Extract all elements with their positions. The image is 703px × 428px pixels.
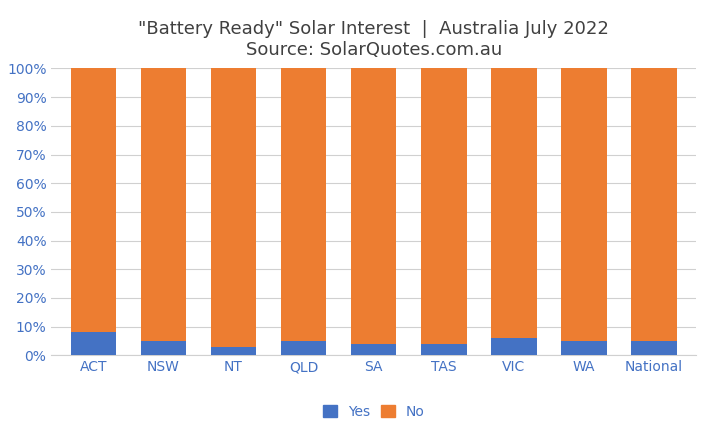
Bar [280,341,326,355]
Legend: Yes, No: Yes, No [317,399,430,425]
Bar [280,68,326,341]
Bar [561,68,607,341]
Bar [141,68,186,341]
Bar [491,338,536,355]
Bar [491,68,536,338]
Bar [421,68,467,344]
Bar [351,344,396,355]
Bar [351,68,396,344]
Bar [211,347,257,355]
Bar [141,341,186,355]
Bar [631,68,677,341]
Bar [211,68,257,347]
Bar [631,341,677,355]
Bar [70,332,116,355]
Bar [561,341,607,355]
Title: "Battery Ready" Solar Interest  |  Australia July 2022
Source: SolarQuotes.com.a: "Battery Ready" Solar Interest | Austral… [138,20,609,59]
Bar [421,344,467,355]
Bar [70,68,116,332]
